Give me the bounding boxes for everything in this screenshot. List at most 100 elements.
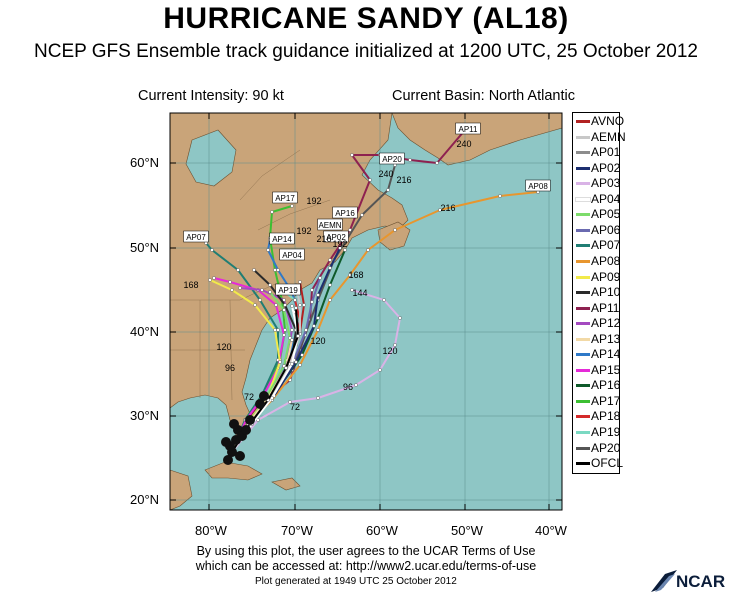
track-point [386, 188, 390, 192]
legend-item-ap14: AP14 [572, 347, 632, 362]
legend-label: AP05 [591, 207, 621, 222]
track-point [282, 333, 286, 337]
hour-label: 240 [378, 169, 393, 179]
longitude-label: 50°W [451, 523, 483, 538]
legend-swatch [576, 368, 590, 372]
track-point [368, 178, 372, 182]
legend-swatch [576, 213, 590, 217]
track-point [212, 276, 216, 280]
hour-label: 72 [244, 392, 254, 402]
track-point [284, 366, 288, 370]
hour-label: 240 [456, 139, 471, 149]
legend-item-ap19: AP19 [572, 425, 632, 440]
track-label-ap14: AP14 [269, 232, 295, 245]
hour-label: 192 [306, 196, 321, 206]
origin-cluster [221, 391, 269, 465]
track-point [290, 304, 294, 308]
legend-label: AP18 [591, 409, 621, 424]
latitude-label: 20°N [130, 492, 160, 507]
legend-label: AP02 [591, 160, 621, 175]
track-point [210, 248, 214, 252]
track-point [268, 283, 272, 287]
track-point [316, 316, 320, 320]
svg-text:AP16: AP16 [335, 209, 355, 218]
legend-swatch [576, 120, 590, 123]
legend-label: AP07 [591, 238, 621, 253]
track-point [290, 328, 294, 332]
track-point [316, 328, 320, 332]
legend-label: AP13 [591, 331, 621, 346]
hour-label: 72 [290, 402, 300, 412]
legend-label: AVNO [591, 114, 625, 128]
track-point [230, 288, 234, 292]
current-basin: Current Basin: North Atlantic [392, 88, 575, 104]
legend-item-ap12: AP12 [572, 316, 632, 331]
track-point [350, 288, 354, 292]
legend-item-ap07: AP07 [572, 238, 632, 253]
legend-item-ap18: AP18 [572, 409, 632, 424]
legend-label: AP01 [591, 145, 621, 160]
track-label-ap20: AP20 [379, 152, 405, 165]
generated-timestamp: Plot generated at 1949 UTC 25 October 20… [255, 576, 457, 587]
origin-point [255, 399, 265, 409]
hour-label: 120 [310, 336, 325, 346]
track-point [208, 278, 212, 282]
track-point [296, 334, 300, 338]
legend-label: AP04 [591, 191, 621, 206]
hour-label: 216 [316, 234, 331, 244]
track-point [274, 303, 278, 307]
legend-swatch [576, 244, 590, 248]
track-point [270, 210, 274, 214]
track-ap03 [231, 289, 401, 453]
hour-label: 96 [343, 382, 353, 392]
track-point [266, 248, 270, 252]
track-point [253, 303, 257, 307]
legend-label: AEMN [591, 129, 626, 144]
track-point [270, 396, 274, 400]
origin-point [223, 455, 233, 465]
track-point [283, 303, 287, 307]
current-intensity: Current Intensity: 90 kt [138, 88, 284, 104]
track-point [382, 298, 386, 302]
track-point [290, 338, 294, 342]
track-point [258, 298, 262, 302]
disclaimer-line-1: By using this plot, the user agrees to t… [196, 544, 536, 558]
track-point [318, 276, 322, 280]
latitude-label: 50°N [130, 240, 160, 255]
svg-text:AP02: AP02 [326, 233, 346, 242]
track-point [298, 363, 302, 367]
legend-label: AP14 [591, 347, 621, 362]
hour-label: 192 [332, 239, 347, 249]
track-point [293, 298, 297, 302]
track-label-ap02: AP02 [323, 230, 349, 243]
track-point [260, 288, 264, 292]
svg-text:AP08: AP08 [528, 182, 548, 191]
legend-swatch [576, 291, 590, 295]
svg-text:AP17: AP17 [275, 194, 295, 203]
legend-swatch [576, 462, 590, 466]
legend-item-ap05: AP05 [572, 207, 632, 222]
svg-text:AP14: AP14 [272, 235, 292, 244]
track-point [498, 194, 502, 198]
track-labels: AP11 AP20 AP17 AP16 AEMN AP07 AP14 AP08 AP19 AP02… [183, 122, 551, 296]
track-point [290, 204, 294, 208]
track-point [238, 286, 242, 290]
track-point [252, 268, 256, 272]
track-label-ap07: AP07 [183, 230, 209, 243]
track-point [276, 328, 280, 332]
legend-item-ap15: AP15 [572, 363, 632, 378]
track-point [328, 266, 332, 270]
track-point [328, 298, 332, 302]
legend-swatch [576, 259, 590, 263]
track-point [282, 308, 286, 312]
legend-label: AP08 [591, 253, 621, 268]
svg-text:AP20: AP20 [382, 155, 402, 164]
svg-text:AP04: AP04 [282, 251, 302, 260]
legend-swatch [576, 322, 590, 326]
legend-label: AP15 [591, 362, 621, 377]
track-point [378, 368, 382, 372]
svg-text:AEMN: AEMN [318, 221, 341, 230]
legend-item-ap02: AP02 [572, 161, 632, 176]
legend-swatch [576, 275, 590, 279]
origin-point [259, 391, 269, 401]
